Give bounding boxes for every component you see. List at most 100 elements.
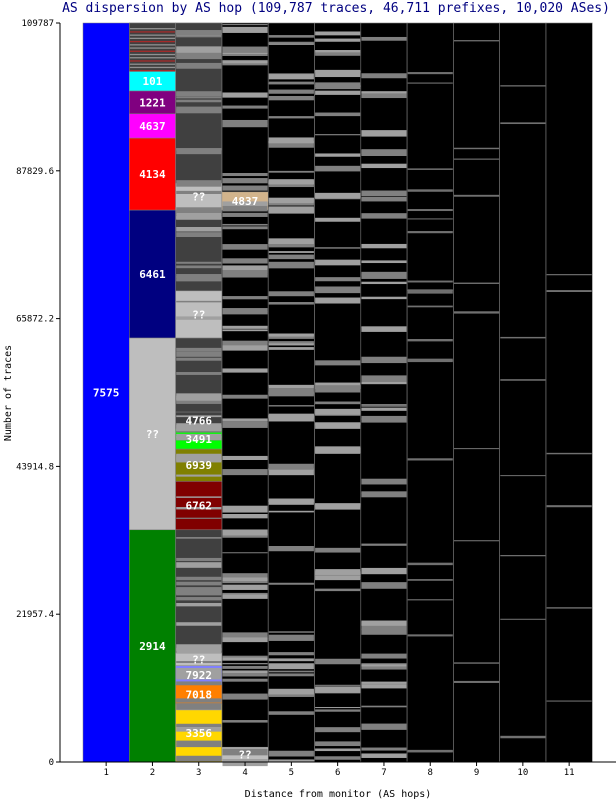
other-as-stripe (361, 381, 407, 385)
other-as-stripe (176, 723, 222, 727)
other-as-stripe (315, 446, 361, 454)
other-as-stripe (268, 341, 314, 344)
other-as-stripe (500, 85, 546, 87)
segment-label: 6939 (186, 459, 213, 472)
other-as-stripe (176, 433, 222, 441)
other-as-stripe (222, 266, 268, 274)
other-as-stripe (129, 34, 175, 36)
other-as-stripe (222, 749, 268, 756)
other-as-stripe (176, 517, 222, 519)
other-as-stripe (176, 507, 222, 510)
other-as-stripe (222, 577, 268, 581)
other-as-stripe (176, 261, 222, 264)
other-as-stripe (222, 632, 268, 638)
other-as-stripe (361, 196, 407, 201)
other-as-stripe (454, 448, 500, 450)
bar-segment-hop2-2 (129, 337, 176, 531)
other-as-stripe (176, 52, 222, 58)
x-tick-label: 8 (428, 768, 433, 778)
other-as-stripe (315, 70, 361, 78)
other-as-stripe (361, 620, 407, 626)
other-as-stripe (315, 385, 361, 387)
other-as-stripe (176, 537, 222, 539)
other-as-stripe (129, 47, 175, 49)
other-as-stripe (176, 91, 222, 96)
segment-label: 3491 (186, 433, 213, 446)
other-as-stripe (500, 336, 546, 339)
chart-title: AS dispersion by AS hop (109,787 traces,… (62, 1, 610, 16)
other-as-stripe (222, 26, 268, 33)
other-as-stripe (222, 513, 268, 519)
other-as-stripe (361, 356, 407, 364)
segment-label: ?? (192, 308, 205, 321)
other-as-stripe (315, 247, 361, 249)
other-as-stripe (315, 727, 361, 733)
other-as-stripe (361, 375, 407, 383)
other-as-stripe (361, 296, 407, 300)
other-as-stripe (176, 190, 222, 194)
other-as-stripe (222, 469, 268, 476)
other-as-stripe (222, 325, 268, 329)
segment-label: ?? (192, 191, 205, 204)
x-tick-label: 11 (564, 768, 575, 778)
other-as-stripe (407, 82, 453, 84)
bar-segment-hop3-9 (175, 703, 223, 763)
other-as-stripe (268, 582, 314, 585)
bar-segment-hop2-8 (129, 22, 176, 72)
other-as-stripe (222, 418, 268, 421)
other-as-stripe (268, 197, 314, 204)
other-as-stripe (407, 579, 453, 581)
other-as-stripe (268, 261, 314, 269)
other-as-stripe (315, 588, 361, 592)
other-as-stripe (361, 326, 407, 332)
other-as-stripe (268, 291, 314, 297)
x-tick-label: 9 (474, 768, 479, 778)
other-as-stripe (268, 468, 314, 476)
other-as-stripe (454, 158, 500, 160)
other-as-stripe (407, 458, 453, 461)
other-as-stripe (315, 31, 361, 36)
other-as-stripe (268, 41, 314, 44)
other-as-stripe (129, 53, 175, 56)
x-tick-label: 5 (289, 768, 294, 778)
other-as-stripe (222, 368, 268, 373)
other-as-stripe (315, 422, 361, 429)
other-as-stripe (222, 185, 268, 191)
hop-column-6 (314, 22, 362, 763)
other-as-stripe (129, 70, 175, 72)
other-as-stripe (407, 634, 453, 637)
other-as-stripe (222, 258, 268, 264)
other-as-stripe (222, 201, 268, 206)
other-as-stripe (454, 40, 500, 42)
other-as-stripe (222, 693, 268, 698)
segment-label: 1221 (139, 96, 166, 109)
other-as-stripe (361, 491, 407, 498)
other-as-stripe (222, 204, 268, 212)
other-as-stripe (361, 582, 407, 589)
hop-column-9 (453, 22, 500, 763)
other-as-stripe (315, 385, 361, 393)
other-as-stripe (176, 724, 222, 732)
other-as-stripe (176, 581, 222, 586)
other-as-stripe (361, 543, 407, 546)
other-as-stripe (315, 90, 361, 95)
other-as-stripe (176, 148, 222, 155)
other-as-stripe (222, 670, 268, 674)
other-as-stripe (176, 96, 222, 99)
other-as-stripe (176, 274, 222, 281)
other-as-stripe (407, 599, 453, 601)
other-as-stripe (176, 681, 222, 686)
other-as-stripe (222, 678, 268, 682)
other-as-stripe (268, 181, 314, 184)
other-as-stripe (407, 72, 453, 75)
other-as-stripe (407, 305, 453, 308)
other-as-stripe (268, 510, 314, 513)
bar-segment-hop2-5 (129, 113, 176, 139)
other-as-stripe (176, 423, 222, 431)
other-as-stripe (222, 421, 268, 428)
x-tick-label: 6 (335, 768, 340, 778)
other-as-stripe (222, 308, 268, 313)
other-as-stripe (222, 105, 268, 109)
other-as-stripe (222, 269, 268, 276)
other-as-stripe (454, 662, 500, 664)
